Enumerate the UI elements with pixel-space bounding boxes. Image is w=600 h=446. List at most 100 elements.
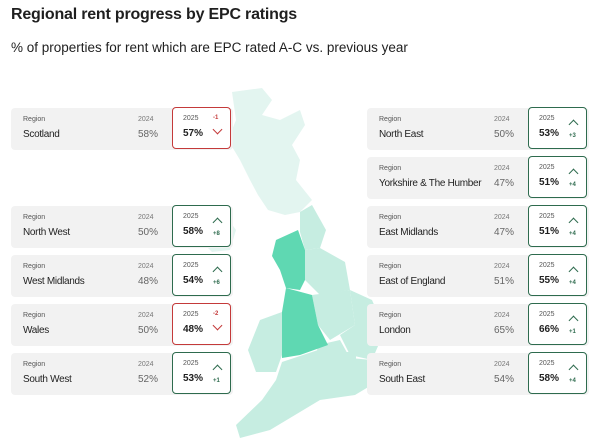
current-year-box: 2025 48% -2 [172, 303, 231, 345]
change-value: +6 [213, 280, 220, 286]
region-name: South East [379, 374, 425, 385]
chevron-up-icon [212, 364, 223, 375]
map-region-north-west [272, 230, 305, 290]
value-2025: 53% [183, 373, 204, 384]
region-label: Region [379, 165, 402, 172]
current-year-box: 2025 53% +3 [528, 107, 587, 149]
region-name: West Midlands [23, 276, 85, 287]
region-card-east-midlands[interactable]: Region East Midlands 2024 47% 2025 51% +… [367, 205, 589, 248]
change-value: -2 [213, 311, 219, 317]
region-card-south-east[interactable]: Region South East 2024 54% 2025 58% +4 [367, 352, 589, 395]
value-2024: 50% [494, 129, 515, 140]
chevron-up-icon [568, 217, 579, 228]
value-2024: 58% [138, 129, 159, 140]
chevron-up-icon [212, 266, 223, 277]
year-2025-label: 2025 [539, 213, 555, 220]
region-label: Region [379, 263, 402, 270]
current-year-box: 2025 58% +8 [172, 205, 231, 247]
value-2024: 52% [138, 374, 159, 385]
year-2024-label: 2024 [494, 312, 510, 319]
region-name: North West [23, 227, 70, 238]
change-value: +4 [569, 231, 576, 237]
region-label: Region [23, 116, 46, 123]
value-2024: 50% [138, 325, 159, 336]
year-2025-label: 2025 [539, 311, 555, 318]
year-2025-label: 2025 [183, 213, 199, 220]
value-2025: 51% [539, 226, 560, 237]
map-region-wales [248, 312, 282, 372]
value-2024: 50% [138, 227, 159, 238]
year-2024-label: 2024 [138, 263, 154, 270]
current-year-box: 2025 51% +4 [528, 156, 587, 198]
current-year-box: 2025 54% +6 [172, 254, 231, 296]
region-label: Region [379, 361, 402, 368]
value-2025: 57% [183, 128, 204, 139]
region-label: Region [379, 312, 402, 319]
year-2024-label: 2024 [494, 165, 510, 172]
value-2025: 58% [183, 226, 204, 237]
current-year-box: 2025 55% +4 [528, 254, 587, 296]
region-label: Region [379, 116, 402, 123]
region-card-london[interactable]: Region London 2024 65% 2025 66% +1 [367, 303, 589, 346]
region-name: London [379, 325, 411, 336]
value-2025: 53% [539, 128, 560, 139]
chevron-down-icon [212, 124, 223, 135]
current-year-box: 2025 53% +1 [172, 352, 231, 394]
value-2024: 65% [494, 325, 515, 336]
region-card-north-west[interactable]: Region North West 2024 50% 2025 58% +8 [11, 205, 233, 248]
map-region-south-east [312, 340, 380, 400]
value-2025: 54% [183, 275, 204, 286]
year-2024-label: 2024 [138, 361, 154, 368]
region-card-south-west[interactable]: Region South West 2024 52% 2025 53% +1 [11, 352, 233, 395]
year-2024-label: 2024 [494, 214, 510, 221]
region-label: Region [23, 312, 46, 319]
map-region-yorkshire [305, 248, 350, 295]
region-card-wales[interactable]: Region Wales 2024 50% 2025 48% -2 [11, 303, 233, 346]
change-value: +4 [569, 182, 576, 188]
chevron-up-icon [568, 364, 579, 375]
chevron-down-icon [212, 320, 223, 331]
year-2024-label: 2024 [138, 116, 154, 123]
change-value: +1 [213, 378, 220, 384]
value-2025: 48% [183, 324, 204, 335]
value-2024: 48% [138, 276, 159, 287]
region-card-north-east[interactable]: Region North East 2024 50% 2025 53% +3 [367, 107, 589, 150]
year-2025-label: 2025 [539, 262, 555, 269]
region-label: Region [23, 361, 46, 368]
change-value: +8 [213, 231, 220, 237]
map-region-east-midlands [312, 290, 355, 340]
value-2024: 54% [494, 374, 515, 385]
map-region-north-east [300, 205, 326, 250]
map-region-scotland [228, 88, 312, 215]
year-2025-label: 2025 [539, 115, 555, 122]
region-label: Region [23, 214, 46, 221]
page-title: Regional rent progress by EPC ratings [11, 6, 297, 23]
chevron-up-icon [568, 315, 579, 326]
region-card-east-of-england[interactable]: Region East of England 2024 51% 2025 55%… [367, 254, 589, 297]
change-value: +4 [569, 378, 576, 384]
region-label: Region [379, 214, 402, 221]
value-2024: 47% [494, 178, 515, 189]
year-2025-label: 2025 [183, 360, 199, 367]
change-value: +1 [569, 329, 576, 335]
value-2025: 51% [539, 177, 560, 188]
region-name: Scotland [23, 129, 60, 140]
change-value: +4 [569, 280, 576, 286]
value-2025: 58% [539, 373, 560, 384]
current-year-box: 2025 58% +4 [528, 352, 587, 394]
region-card-west-midlands[interactable]: Region West Midlands 2024 48% 2025 54% +… [11, 254, 233, 297]
region-card-scotland[interactable]: Region Scotland 2024 58% 2025 57% -1 [11, 107, 233, 150]
year-2024-label: 2024 [494, 361, 510, 368]
page-subtitle: % of properties for rent which are EPC r… [11, 40, 408, 55]
year-2025-label: 2025 [183, 115, 199, 122]
year-2025-label: 2025 [183, 311, 199, 318]
chevron-up-icon [212, 217, 223, 228]
change-value: -1 [213, 115, 219, 121]
region-card-yorkshire-the-humber[interactable]: Region Yorkshire & The Humber 2024 47% 2… [367, 156, 589, 199]
region-name: Yorkshire & The Humber [379, 178, 482, 189]
year-2024-label: 2024 [494, 263, 510, 270]
year-2025-label: 2025 [183, 262, 199, 269]
region-name: East Midlands [379, 227, 438, 238]
year-2024-label: 2024 [138, 312, 154, 319]
change-value: +3 [569, 133, 576, 139]
